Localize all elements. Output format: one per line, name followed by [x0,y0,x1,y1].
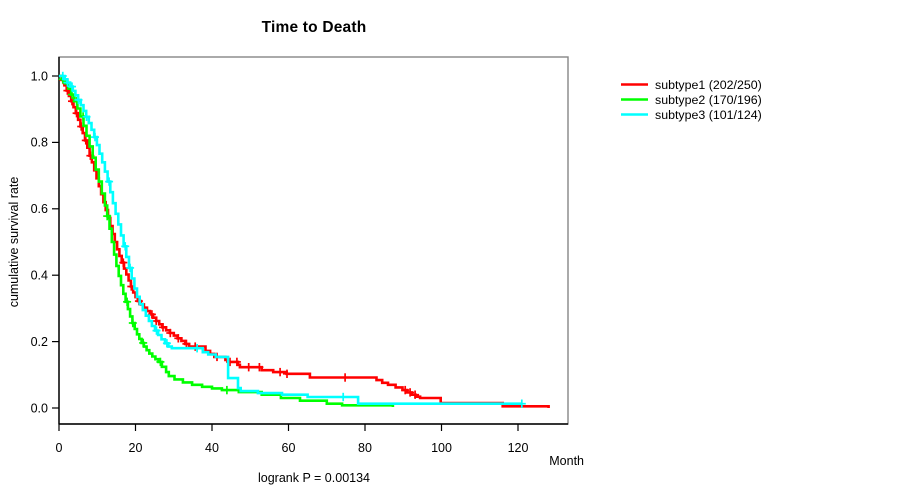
y-tick-label: 1.0 [31,69,48,83]
x-axis-label: Month [549,454,584,468]
censor-mark-subtype3 [193,344,202,353]
legend-swatch [621,98,648,101]
censor-mark-subtype1 [166,328,175,338]
censor-mark-subtype3 [74,95,83,105]
legend: subtype1 (202/250) subtype2 (170/196) su… [621,77,762,122]
censor-mark-subtype3 [105,177,114,186]
legend-swatch [621,113,648,116]
censor-mark-subtype3 [162,339,171,348]
censor-mark-subtype1 [283,369,291,378]
censor-mark-subtype1 [232,357,241,367]
censor-mark-subtype1 [276,367,285,377]
legend-item: subtype3 (101/124) [621,107,762,122]
censor-mark-subtype1 [147,310,156,319]
censor-mark-subtype1 [411,390,420,399]
censor-mark-subtype3 [82,112,91,121]
censor-mark-subtype1 [119,258,128,267]
censor-mark-subtype2 [103,211,112,221]
censor-mark-subtype2 [139,338,148,348]
censor-mark-subtype1 [401,385,410,395]
censor-mark-subtype3 [517,399,526,408]
x-tick-label: 40 [205,441,219,455]
censor-mark-subtype3 [121,242,130,251]
censor-mark-subtype1 [152,316,161,326]
censor-mark-subtype1 [174,334,183,343]
censor-mark-subtype2 [123,297,132,306]
y-tick-label: 0.6 [31,202,48,216]
censor-mark-subtype3 [58,71,67,81]
plot-frame [58,56,569,425]
x-tick-label: 0 [56,441,63,455]
x-tick-label: 20 [129,441,143,455]
censor-mark-subtype2 [222,385,231,395]
censor-mark-subtype2 [156,357,165,367]
x-tick-label: 120 [508,441,529,455]
censor-mark-subtype3 [63,78,72,87]
censor-mark-subtype3 [152,326,161,335]
series-subtype1 [59,74,550,408]
series-subtype3 [58,71,526,408]
legend-item: subtype1 (202/250) [621,77,762,92]
censor-mark-subtype3 [91,132,99,142]
censor-mark-subtype3 [339,392,348,402]
survival-curve-subtype1 [59,74,550,408]
censor-mark-subtype1 [159,323,167,332]
x-axis-ticks: 0 20 40 60 80 100 120 [56,424,529,455]
survival-curve-subtype2 [59,74,395,407]
legend-swatch [621,83,648,86]
y-axis-label: cumulative survival rate [7,176,21,308]
censor-mark-subtype1 [182,339,191,349]
censor-mark-subtype2 [128,318,137,328]
y-tick-label: 0.2 [31,335,48,349]
censor-mark-subtype3 [126,263,135,273]
survival-curve-subtype3 [59,74,522,405]
x-tick-label: 60 [282,441,296,455]
censor-mark-subtype1 [341,373,350,382]
x-tick-label: 100 [431,441,452,455]
censor-mark-subtype1 [191,342,200,351]
censor-mark-subtype3 [68,82,76,91]
legend-label-subtype1: subtype1 (202/250) [655,77,762,92]
legend-label-subtype2: subtype2 (170/196) [655,92,762,107]
x-tick-label: 80 [358,441,372,455]
censor-mark-subtype1 [406,388,415,397]
censor-mark-subtype1 [244,363,253,372]
plot-title: Time to Death [261,19,367,36]
y-tick-label: 0.0 [31,401,48,415]
y-axis-ticks: 0.0 0.2 0.4 0.6 0.8 1.0 [31,69,59,415]
legend-item: subtype2 (170/196) [621,92,762,107]
y-tick-label: 0.4 [31,269,48,283]
y-tick-label: 0.8 [31,136,48,150]
logrank-annotation: logrank P = 0.00134 [257,471,370,485]
legend-label-subtype3: subtype3 (101/124) [655,107,762,122]
censor-mark-subtype1 [255,363,264,372]
